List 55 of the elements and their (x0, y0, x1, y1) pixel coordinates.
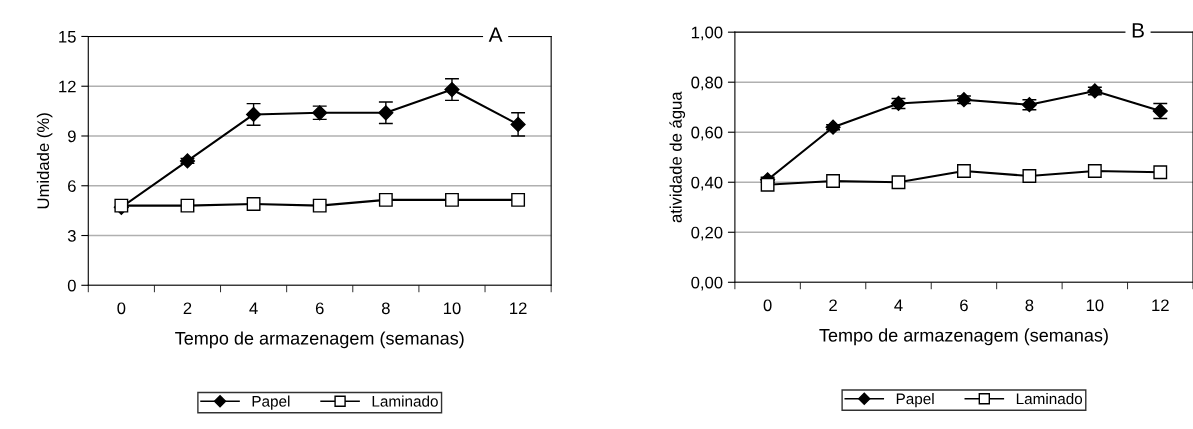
x-tick-label: 10 (1086, 299, 1104, 312)
legend-label: Papel (896, 393, 934, 408)
x-tick-label: 12 (1152, 299, 1169, 312)
point (1153, 165, 1168, 180)
x-tick-label: 12 (510, 302, 527, 315)
x-tick-label: 0 (117, 302, 126, 315)
point (246, 106, 262, 122)
point (378, 192, 393, 207)
point (825, 119, 841, 135)
x-tick-label: 6 (960, 299, 968, 312)
x-tick-label: 10 (443, 302, 461, 315)
y-tick-label: 0,40 (691, 176, 723, 191)
y-tick-label: 0 (67, 279, 76, 292)
y-tick-label: 0,80 (691, 76, 723, 91)
chart-title: A (488, 27, 503, 42)
legend-label: Laminado (372, 395, 438, 407)
y-tick-label: 0,20 (691, 226, 723, 241)
x-axis-title: Tempo de armazenagem (semanas) (175, 331, 464, 349)
point (179, 153, 196, 169)
point (511, 192, 526, 207)
point (1022, 169, 1037, 183)
legend-label: Papel (252, 395, 290, 410)
x-tick-label: 8 (381, 302, 390, 315)
y-tick-label: 0,00 (691, 276, 723, 291)
point (1087, 164, 1102, 178)
y-tick-label: 15 (59, 31, 76, 43)
point (826, 174, 840, 188)
y-tick-label: 9 (67, 130, 76, 143)
x-tick-label: 6 (315, 302, 324, 315)
y-tick-label: 6 (68, 180, 76, 192)
point (246, 197, 261, 211)
point (510, 116, 526, 132)
y-axis-title: Umidade (%) (36, 113, 53, 209)
point (891, 175, 906, 190)
point (444, 81, 460, 98)
point (180, 198, 195, 213)
x-tick-label: 8 (1025, 299, 1034, 312)
y-axis-title: atividade de água (669, 91, 686, 223)
point (956, 164, 971, 178)
x-tick-label: 4 (249, 302, 258, 315)
chart-title: B (1132, 23, 1144, 38)
point (312, 198, 327, 213)
y-tick-label: 12 (59, 80, 76, 93)
x-axis-title: Tempo de armazenagem (semanas) (819, 328, 1108, 346)
point (445, 192, 459, 207)
legend-label: Laminado (1016, 393, 1083, 405)
point (378, 105, 394, 121)
y-tick-label: 3 (67, 229, 76, 242)
point (760, 177, 775, 192)
x-tick-label: 0 (763, 299, 772, 312)
y-tick-label: 0,60 (691, 126, 723, 141)
x-tick-label: 2 (183, 302, 192, 315)
x-tick-label: 2 (829, 299, 837, 312)
x-tick-label: 4 (894, 299, 903, 312)
y-tick-label: 1,00 (691, 26, 723, 41)
